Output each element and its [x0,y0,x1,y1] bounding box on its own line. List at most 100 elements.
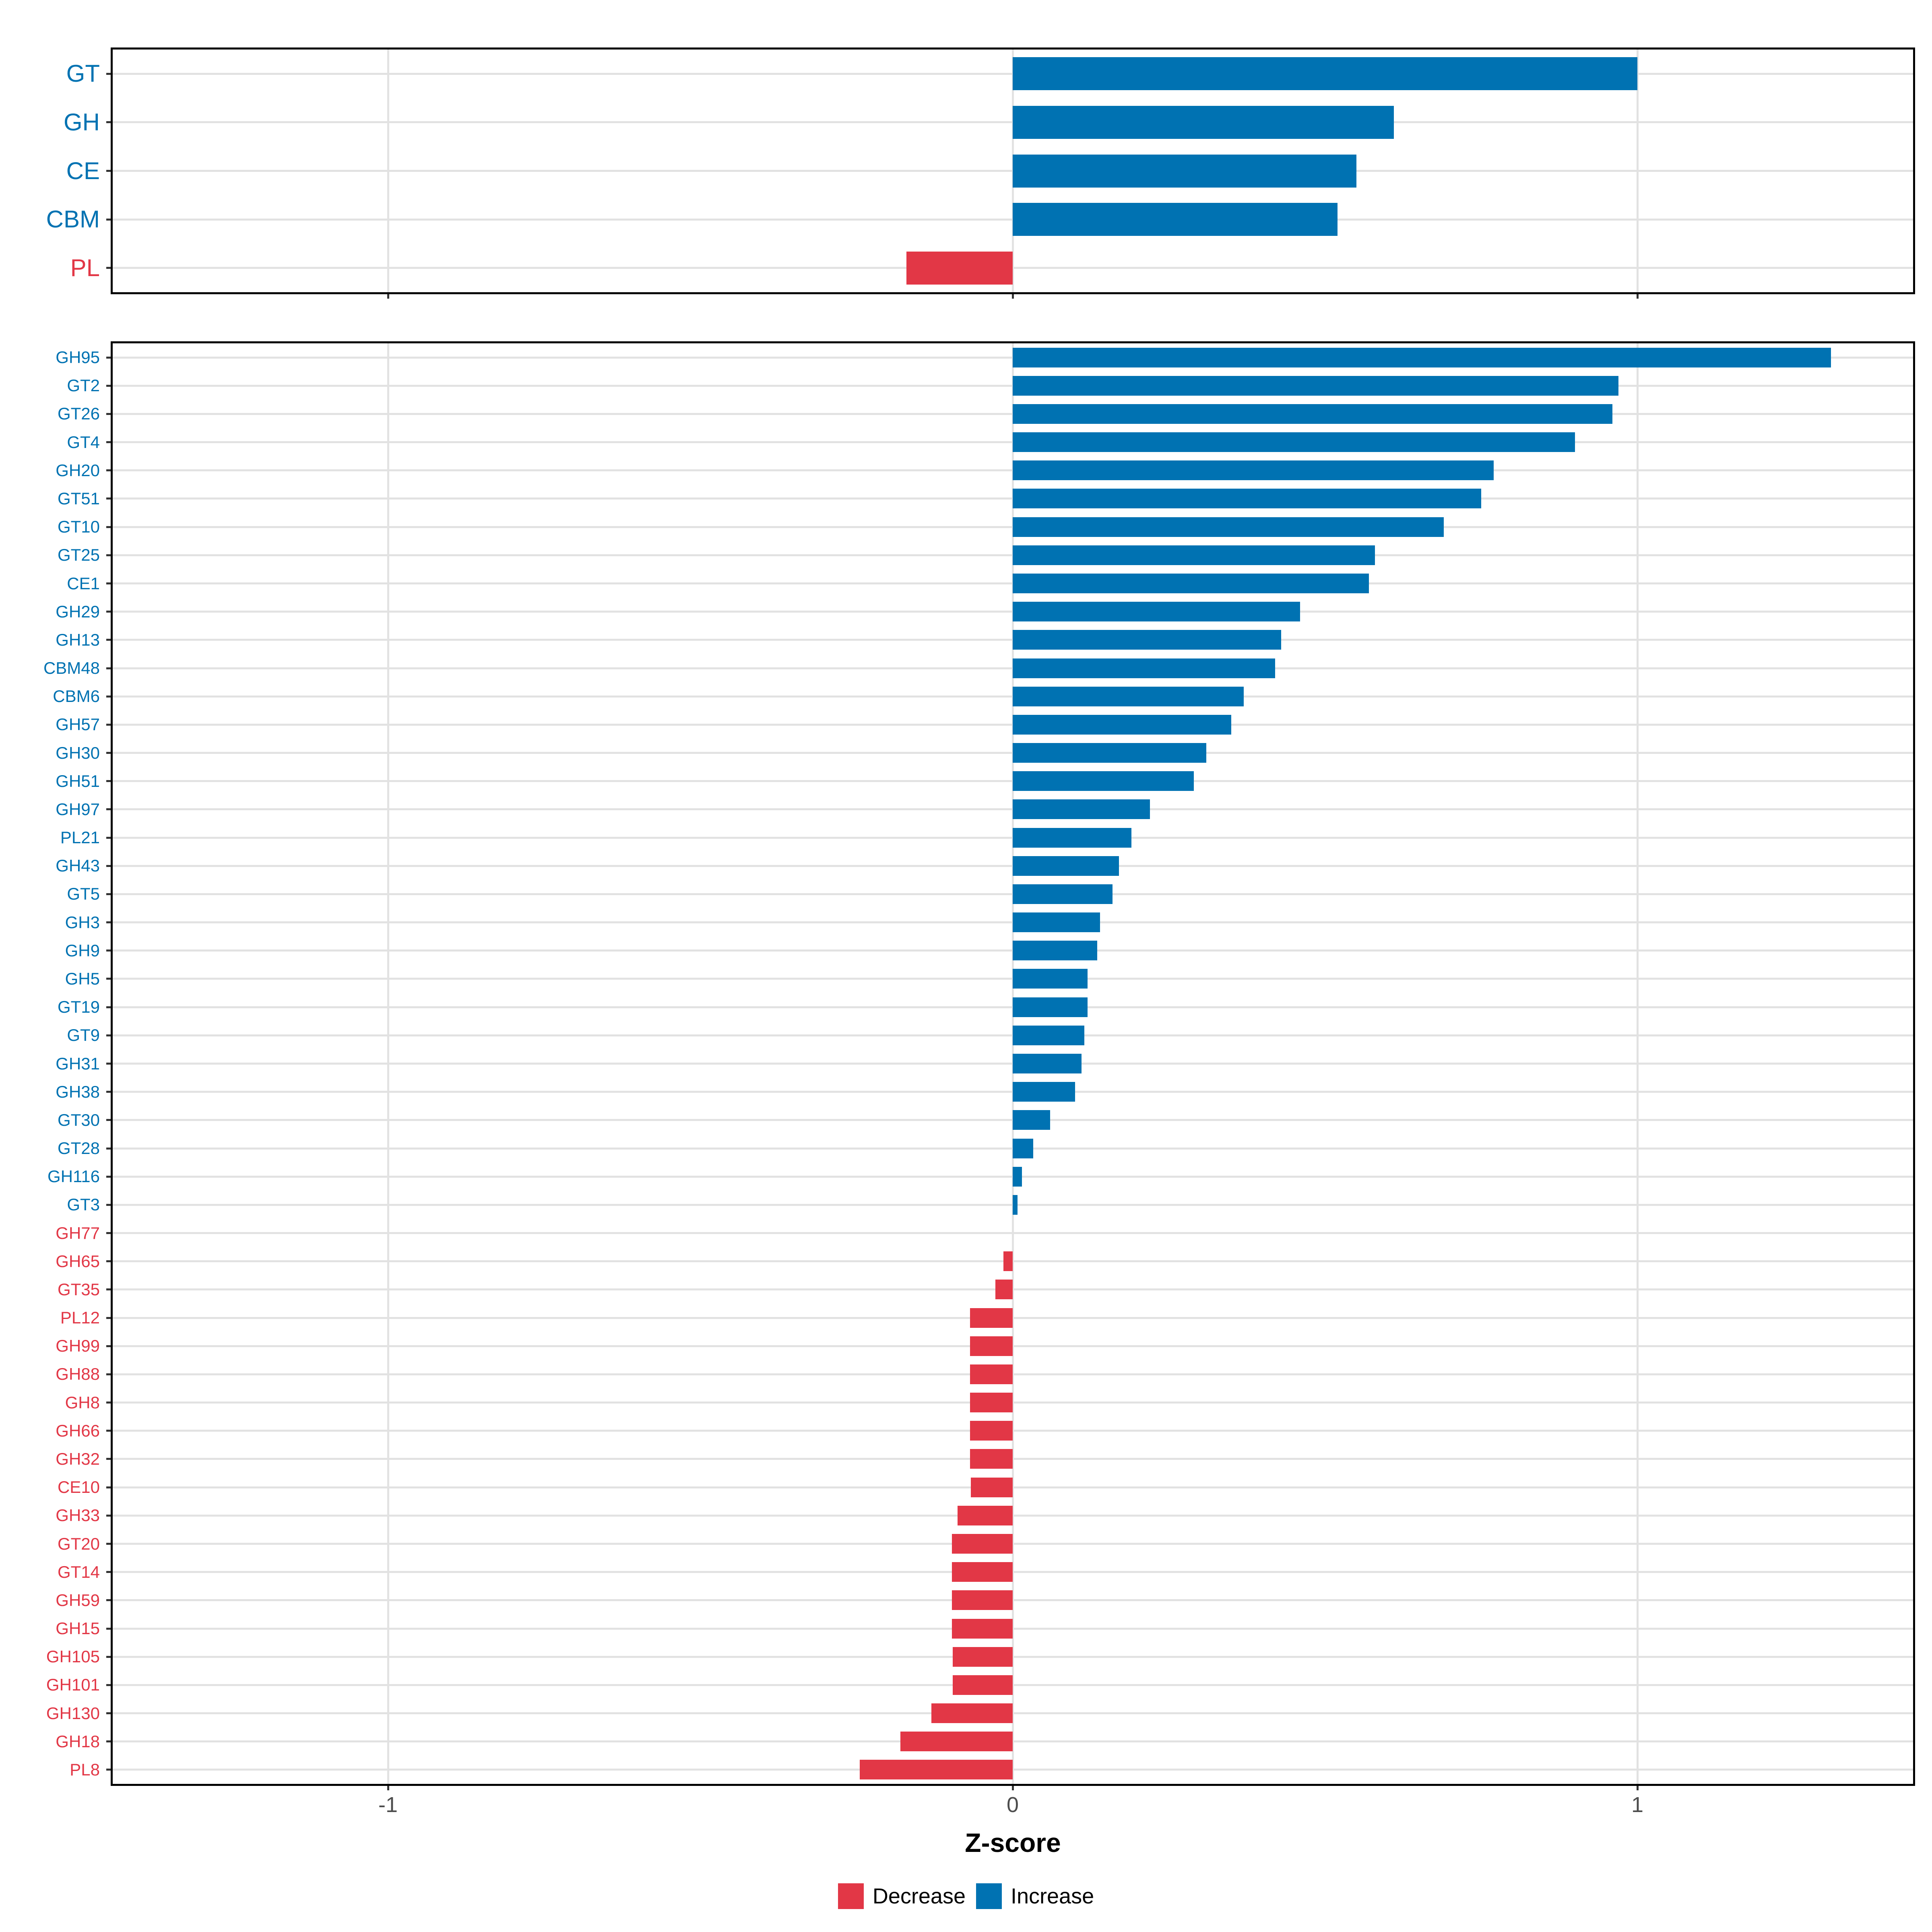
category-label-GH59: GH59 [56,1590,100,1610]
category-label-GH18: GH18 [56,1732,100,1751]
bar-GH51 [1013,771,1194,791]
category-label-GH43: GH43 [56,856,100,875]
row-gridline [113,1430,1913,1432]
category-tick [106,1655,113,1658]
category-label-GT10: GT10 [57,517,100,537]
category-label-GT35: GT35 [57,1280,100,1299]
row-gridline [113,1317,1913,1319]
category-label-GH13: GH13 [56,630,100,649]
category-label-GH65: GH65 [56,1251,100,1271]
row-gridline [113,1514,1913,1517]
category-label-GH31: GH31 [56,1054,100,1073]
category-tick [106,1345,113,1347]
category-tick [106,72,113,75]
bar-GT3 [1013,1195,1018,1215]
category-label-GT9: GT9 [67,1026,100,1045]
category-label-CBM6: CBM6 [53,687,100,706]
category-tick [106,1373,113,1375]
bar-GH13 [1013,630,1282,650]
category-label-GT25: GT25 [57,545,100,565]
category-tick [106,639,113,641]
category-label-CE: CE [66,157,100,184]
category-label-GT51: GT51 [57,489,100,508]
category-label-GH20: GH20 [56,460,100,480]
category-tick [106,1571,113,1573]
bar-CBM6 [1013,686,1244,706]
bar-GH116 [1013,1166,1022,1187]
category-label-CBM: CBM [46,206,100,233]
category-label-GH29: GH29 [56,602,100,621]
category-tick [106,497,113,500]
row-gridline [113,1373,1913,1375]
bar-GH15 [952,1618,1013,1639]
category-label-GH77: GH77 [56,1223,100,1243]
bar-GH95 [1013,347,1831,367]
category-tick [106,1430,113,1432]
row-gridline [113,1402,1913,1404]
category-tick [106,978,113,980]
category-tick [106,170,113,172]
bar-GH33 [958,1505,1013,1525]
legend: Decrease Increase [0,1882,1932,1910]
bar-GT26 [1013,404,1612,424]
category-tick [106,1627,113,1630]
bar-GT28 [1013,1138,1034,1158]
bar-GT10 [1013,517,1444,537]
bar-PL12 [970,1308,1013,1328]
category-tick [106,1232,113,1234]
category-label-GH130: GH130 [46,1703,100,1723]
category-label-GT: GT [66,60,100,87]
row-gridline [113,1599,1913,1602]
bar-GT19 [1013,997,1088,1017]
category-tick [106,1147,113,1150]
category-tick [106,1684,113,1686]
category-tick [106,1769,113,1771]
bar-GH97 [1013,799,1150,819]
category-label-GH5: GH5 [65,969,100,988]
bar-GH3 [1013,912,1100,933]
category-tick [106,1063,113,1065]
category-tick [106,1599,113,1602]
category-tick [106,611,113,613]
bar-GH99 [970,1336,1013,1356]
bar-GH5 [1013,969,1088,989]
bar-GH59 [952,1590,1013,1610]
category-tick [106,1260,113,1263]
row-gridline [113,1345,1913,1347]
category-tick [106,893,113,895]
category-tick [106,1034,113,1036]
x-axis-title: Z-score [965,1828,1061,1858]
bar-GT25 [1013,545,1375,565]
row-gridline [113,1571,1913,1573]
bar-GH32 [970,1449,1013,1469]
category-label-GT14: GT14 [57,1562,100,1581]
category-tick [106,1288,113,1291]
category-tick [106,1486,113,1488]
bar-GH38 [1013,1082,1075,1102]
bar-GT30 [1013,1110,1051,1130]
category-label-GH97: GH97 [56,799,100,819]
category-label-GH51: GH51 [56,771,100,791]
category-tick [106,780,113,782]
category-tick [106,1119,113,1121]
bar-GH57 [1013,714,1232,735]
bar-GH43 [1013,856,1119,876]
category-label-PL8: PL8 [70,1760,100,1779]
category-label-GH: GH [64,108,100,136]
category-label-PL21: PL21 [60,828,100,847]
bar-PL8 [859,1760,1013,1780]
x-tick-label-1: 1 [1631,1793,1644,1817]
category-tick [106,1458,113,1460]
row-gridline [113,1769,1913,1771]
category-tick [106,384,113,387]
category-label-PL: PL [70,254,100,281]
category-label-GH3: GH3 [65,912,100,932]
bar-GT35 [995,1280,1013,1300]
bar-GH8 [970,1393,1013,1413]
legend-label-increase: Increase [1010,1884,1094,1908]
x-axis-tick-1 [1636,1784,1639,1790]
bar-GT9 [1013,1025,1085,1045]
category-tick [106,469,113,472]
category-label-GT4: GT4 [67,432,100,452]
category-tick [106,218,113,221]
